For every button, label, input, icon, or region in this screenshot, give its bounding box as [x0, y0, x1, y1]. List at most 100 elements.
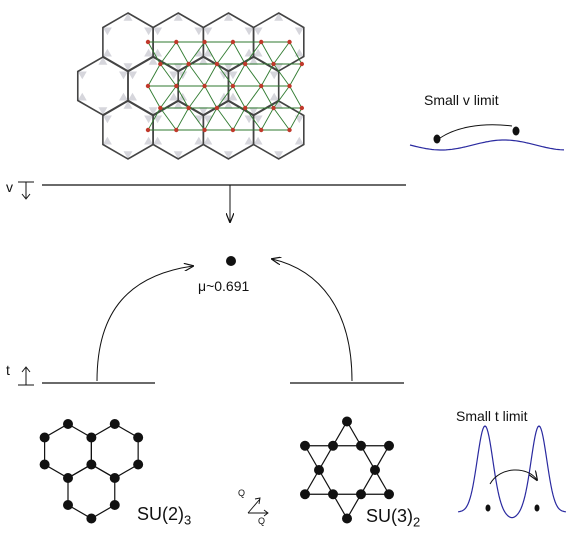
shaded-triangle [153, 27, 163, 36]
triangle-bond [159, 107, 177, 131]
lattice-site [145, 127, 151, 133]
triangle-bond [175, 41, 190, 65]
shaded-triangle [294, 115, 304, 124]
kagome-lattice [300, 416, 394, 524]
lattice-site [259, 83, 264, 89]
critical-point [226, 256, 236, 266]
honeycomb-layer [76, 12, 305, 160]
lattice-site [370, 465, 380, 475]
triangle-bond [244, 107, 262, 131]
small-v-limit-inset [409, 124, 565, 151]
shaded-triangle [169, 92, 179, 101]
hexagon [44, 423, 92, 479]
shaded-triangle [269, 71, 279, 80]
q-top-label: Q [238, 488, 246, 498]
triangle-bond [188, 41, 205, 65]
shaded-triangle [98, 57, 108, 65]
shaded-triangle [144, 136, 154, 145]
lattice-site [214, 105, 220, 111]
shaded-triangle [223, 101, 233, 109]
star-triangle [303, 445, 391, 520]
triangular-lattice-layer [145, 39, 305, 133]
shaded-triangle [274, 13, 284, 21]
su2-sub: 3 [184, 512, 192, 528]
shaded-triangle [249, 57, 259, 65]
left-curved-arrow [96, 266, 193, 382]
triangle-bond [232, 41, 246, 65]
right-curved-arrow [272, 259, 353, 382]
double-well-curve [457, 425, 567, 519]
triangle-bond [159, 41, 177, 65]
lattice-site [300, 489, 310, 500]
lattice-site [86, 459, 97, 470]
small-v-limit-label: Small v limit [424, 92, 499, 108]
hexagon [76, 56, 129, 116]
triangle-bond [232, 85, 246, 109]
q-axes [247, 497, 269, 517]
lattice-site [230, 127, 236, 133]
v-axis [18, 181, 406, 200]
wave-curve [409, 139, 565, 151]
lattice-site [271, 61, 276, 67]
shaded-triangle [223, 151, 233, 159]
shaded-triangle [269, 92, 279, 101]
triangle-bond [204, 107, 218, 131]
triangle-bond [244, 63, 262, 87]
triangle-bond [260, 85, 274, 109]
shaded-triangle [294, 48, 304, 57]
hexagon [102, 100, 154, 160]
lattice-site [63, 419, 73, 429]
shaded-triangle [194, 27, 204, 36]
triangle-bond [159, 63, 177, 87]
shaded-triangle [128, 71, 137, 80]
shaded-triangle [198, 57, 208, 65]
shaded-triangle [144, 115, 154, 124]
lattice-site [287, 83, 292, 89]
lattice-site [39, 432, 50, 443]
lattice-site [174, 39, 179, 45]
lattice-site [287, 127, 292, 133]
particle [534, 504, 540, 512]
shaded-triangle [173, 151, 183, 159]
shaded-triangle [102, 48, 112, 57]
lattice-site [145, 39, 151, 45]
triangle-bond [204, 63, 218, 87]
triangle-bond [260, 41, 274, 65]
triangle-bond [188, 85, 205, 109]
hexagon [102, 12, 154, 72]
triangle-bond [188, 63, 205, 87]
lattice-site [342, 416, 352, 427]
shaded-triangle [144, 27, 154, 36]
particle [433, 134, 441, 144]
triangle-bond [175, 63, 190, 87]
shaded-triangle [169, 71, 179, 80]
triangle-bond [289, 41, 303, 65]
shaded-triangle [148, 57, 158, 65]
triangle-bond [232, 63, 246, 87]
shaded-triangle [228, 92, 238, 101]
shaded-triangle [203, 48, 213, 57]
shaded-triangle [244, 136, 254, 145]
shaded-triangle [194, 115, 204, 124]
lattice-site [300, 440, 310, 451]
lattice-site [133, 432, 144, 443]
shaded-triangle [244, 115, 254, 124]
shaded-triangle [77, 92, 87, 101]
su3-level-label: SU(3)2 [366, 507, 420, 529]
triangle-bond [260, 107, 274, 131]
shaded-triangle [274, 151, 284, 159]
shaded-triangle [123, 151, 133, 159]
triangle-bond [159, 85, 177, 109]
shaded-triangle [223, 13, 233, 21]
shaded-triangle [102, 136, 112, 145]
shaded-triangle [153, 115, 163, 124]
shaded-triangle [253, 136, 263, 145]
lattice-site [356, 440, 366, 451]
triangle-bond [188, 107, 205, 131]
triangle-bond [204, 85, 218, 109]
triangle-bond [273, 41, 290, 65]
tunnel-arrow [489, 469, 537, 485]
shaded-triangle [153, 136, 163, 145]
shaded-triangle [253, 115, 263, 124]
